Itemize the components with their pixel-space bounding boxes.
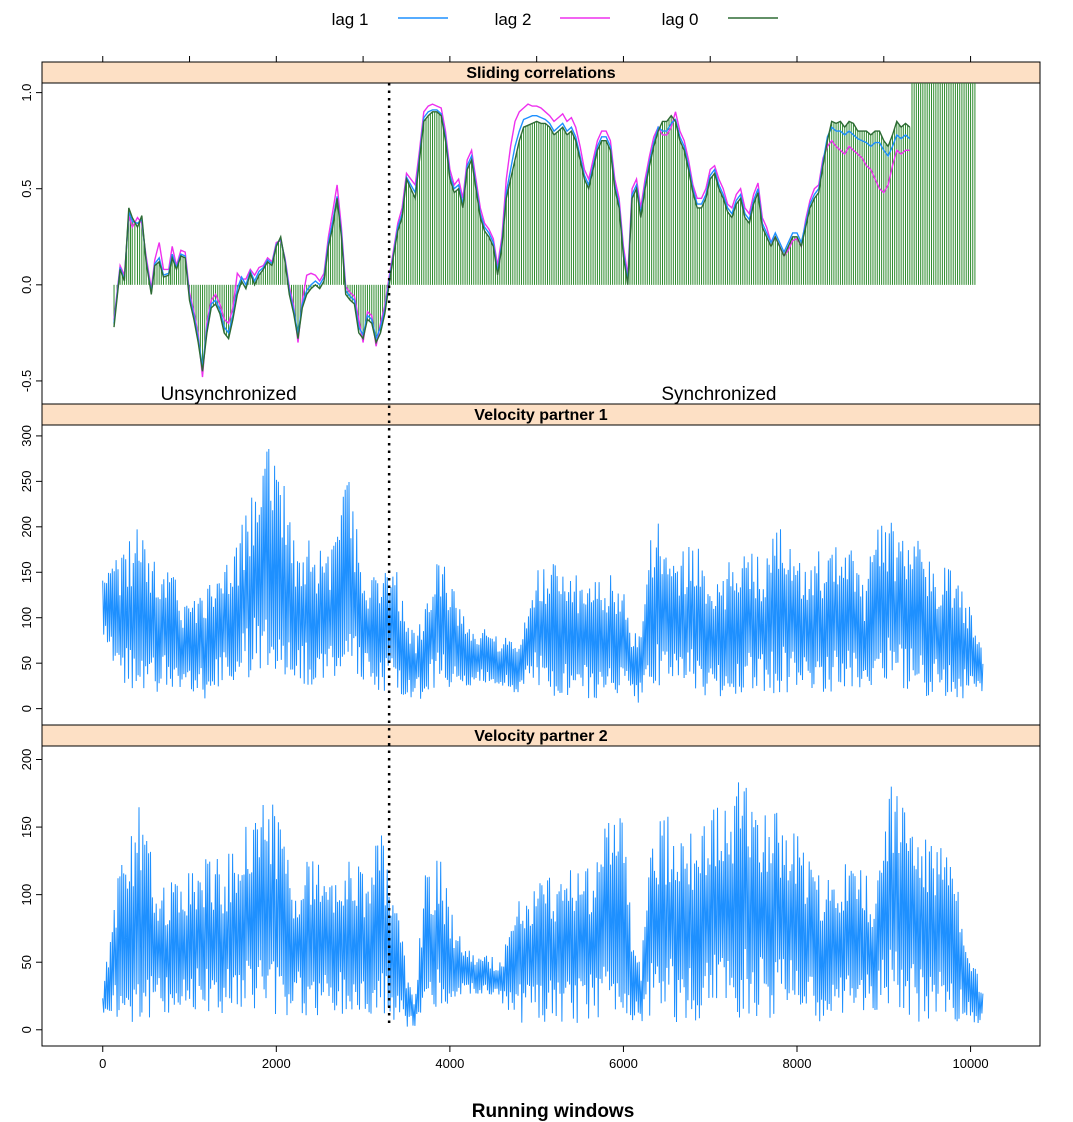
series-line-velocity: [102, 448, 984, 703]
panel: Velocity partner 1 0 50 100 150 200 250 300: [19, 403, 1041, 726]
y-tick-label: 0: [19, 705, 34, 712]
y-tick-label: 50: [19, 955, 34, 969]
y-tick-label: 0.5: [19, 180, 34, 198]
panel-strip: [41, 403, 1041, 426]
x-axis-label: Running windows: [472, 1101, 635, 1122]
x-tick-label: 8000: [783, 1056, 812, 1071]
panel: Velocity partner 2 0 50 100 150 200: [19, 724, 1041, 1047]
legend-label: lag 2: [495, 10, 532, 29]
legend-label: lag 1: [332, 10, 369, 29]
panel-data: [102, 448, 984, 703]
y-tick-label: 250: [19, 471, 34, 493]
series-line-velocity: [102, 782, 984, 1027]
y-tick-label: 1.0: [19, 84, 34, 102]
x-axis: 0 2000 4000 6000 8000 10000: [99, 56, 989, 1071]
y-tick-label: 150: [19, 816, 34, 838]
panel-strip: [41, 724, 1041, 747]
panel-annotation: Synchronized: [661, 384, 776, 405]
y-tick-label: 0: [19, 1026, 34, 1033]
y-tick-label: 300: [19, 425, 34, 447]
x-tick-label: 2000: [262, 1056, 291, 1071]
panel-data: [113, 83, 976, 378]
panel-strip: [41, 61, 1041, 84]
y-tick-label: 100: [19, 884, 34, 906]
y-tick-label: 200: [19, 749, 34, 771]
panel-title: Velocity partner 1: [474, 407, 607, 424]
panels: Sliding correlations -0.5 0.0 0.5 1.0 Unsynch…: [19, 61, 1041, 1047]
series-line-lag-0: [113, 111, 911, 372]
panel-title: Velocity partner 2: [474, 728, 607, 745]
y-tick-label: 50: [19, 656, 34, 670]
panel: Sliding correlations -0.5 0.0 0.5 1.0 Unsynch…: [19, 61, 1041, 405]
panel-data: [102, 782, 984, 1027]
x-tick-label: 6000: [609, 1056, 638, 1071]
panel-title: Sliding correlations: [466, 65, 615, 82]
x-tick-label: 4000: [435, 1056, 464, 1071]
y-tick-label: 150: [19, 561, 34, 583]
series-line-lag-1: [113, 109, 911, 368]
y-tick-label: -0.5: [19, 370, 34, 392]
x-tick-label: 0: [99, 1056, 106, 1071]
legend-label: lag 0: [662, 10, 699, 29]
x-tick-label: 10000: [952, 1056, 988, 1071]
panel-annotation: Unsynchronized: [160, 384, 296, 405]
y-tick-label: 0.0: [19, 276, 34, 294]
y-tick-label: 100: [19, 607, 34, 629]
legend: lag 1 lag 2 lag 0: [332, 10, 778, 29]
y-tick-label: 200: [19, 516, 34, 538]
